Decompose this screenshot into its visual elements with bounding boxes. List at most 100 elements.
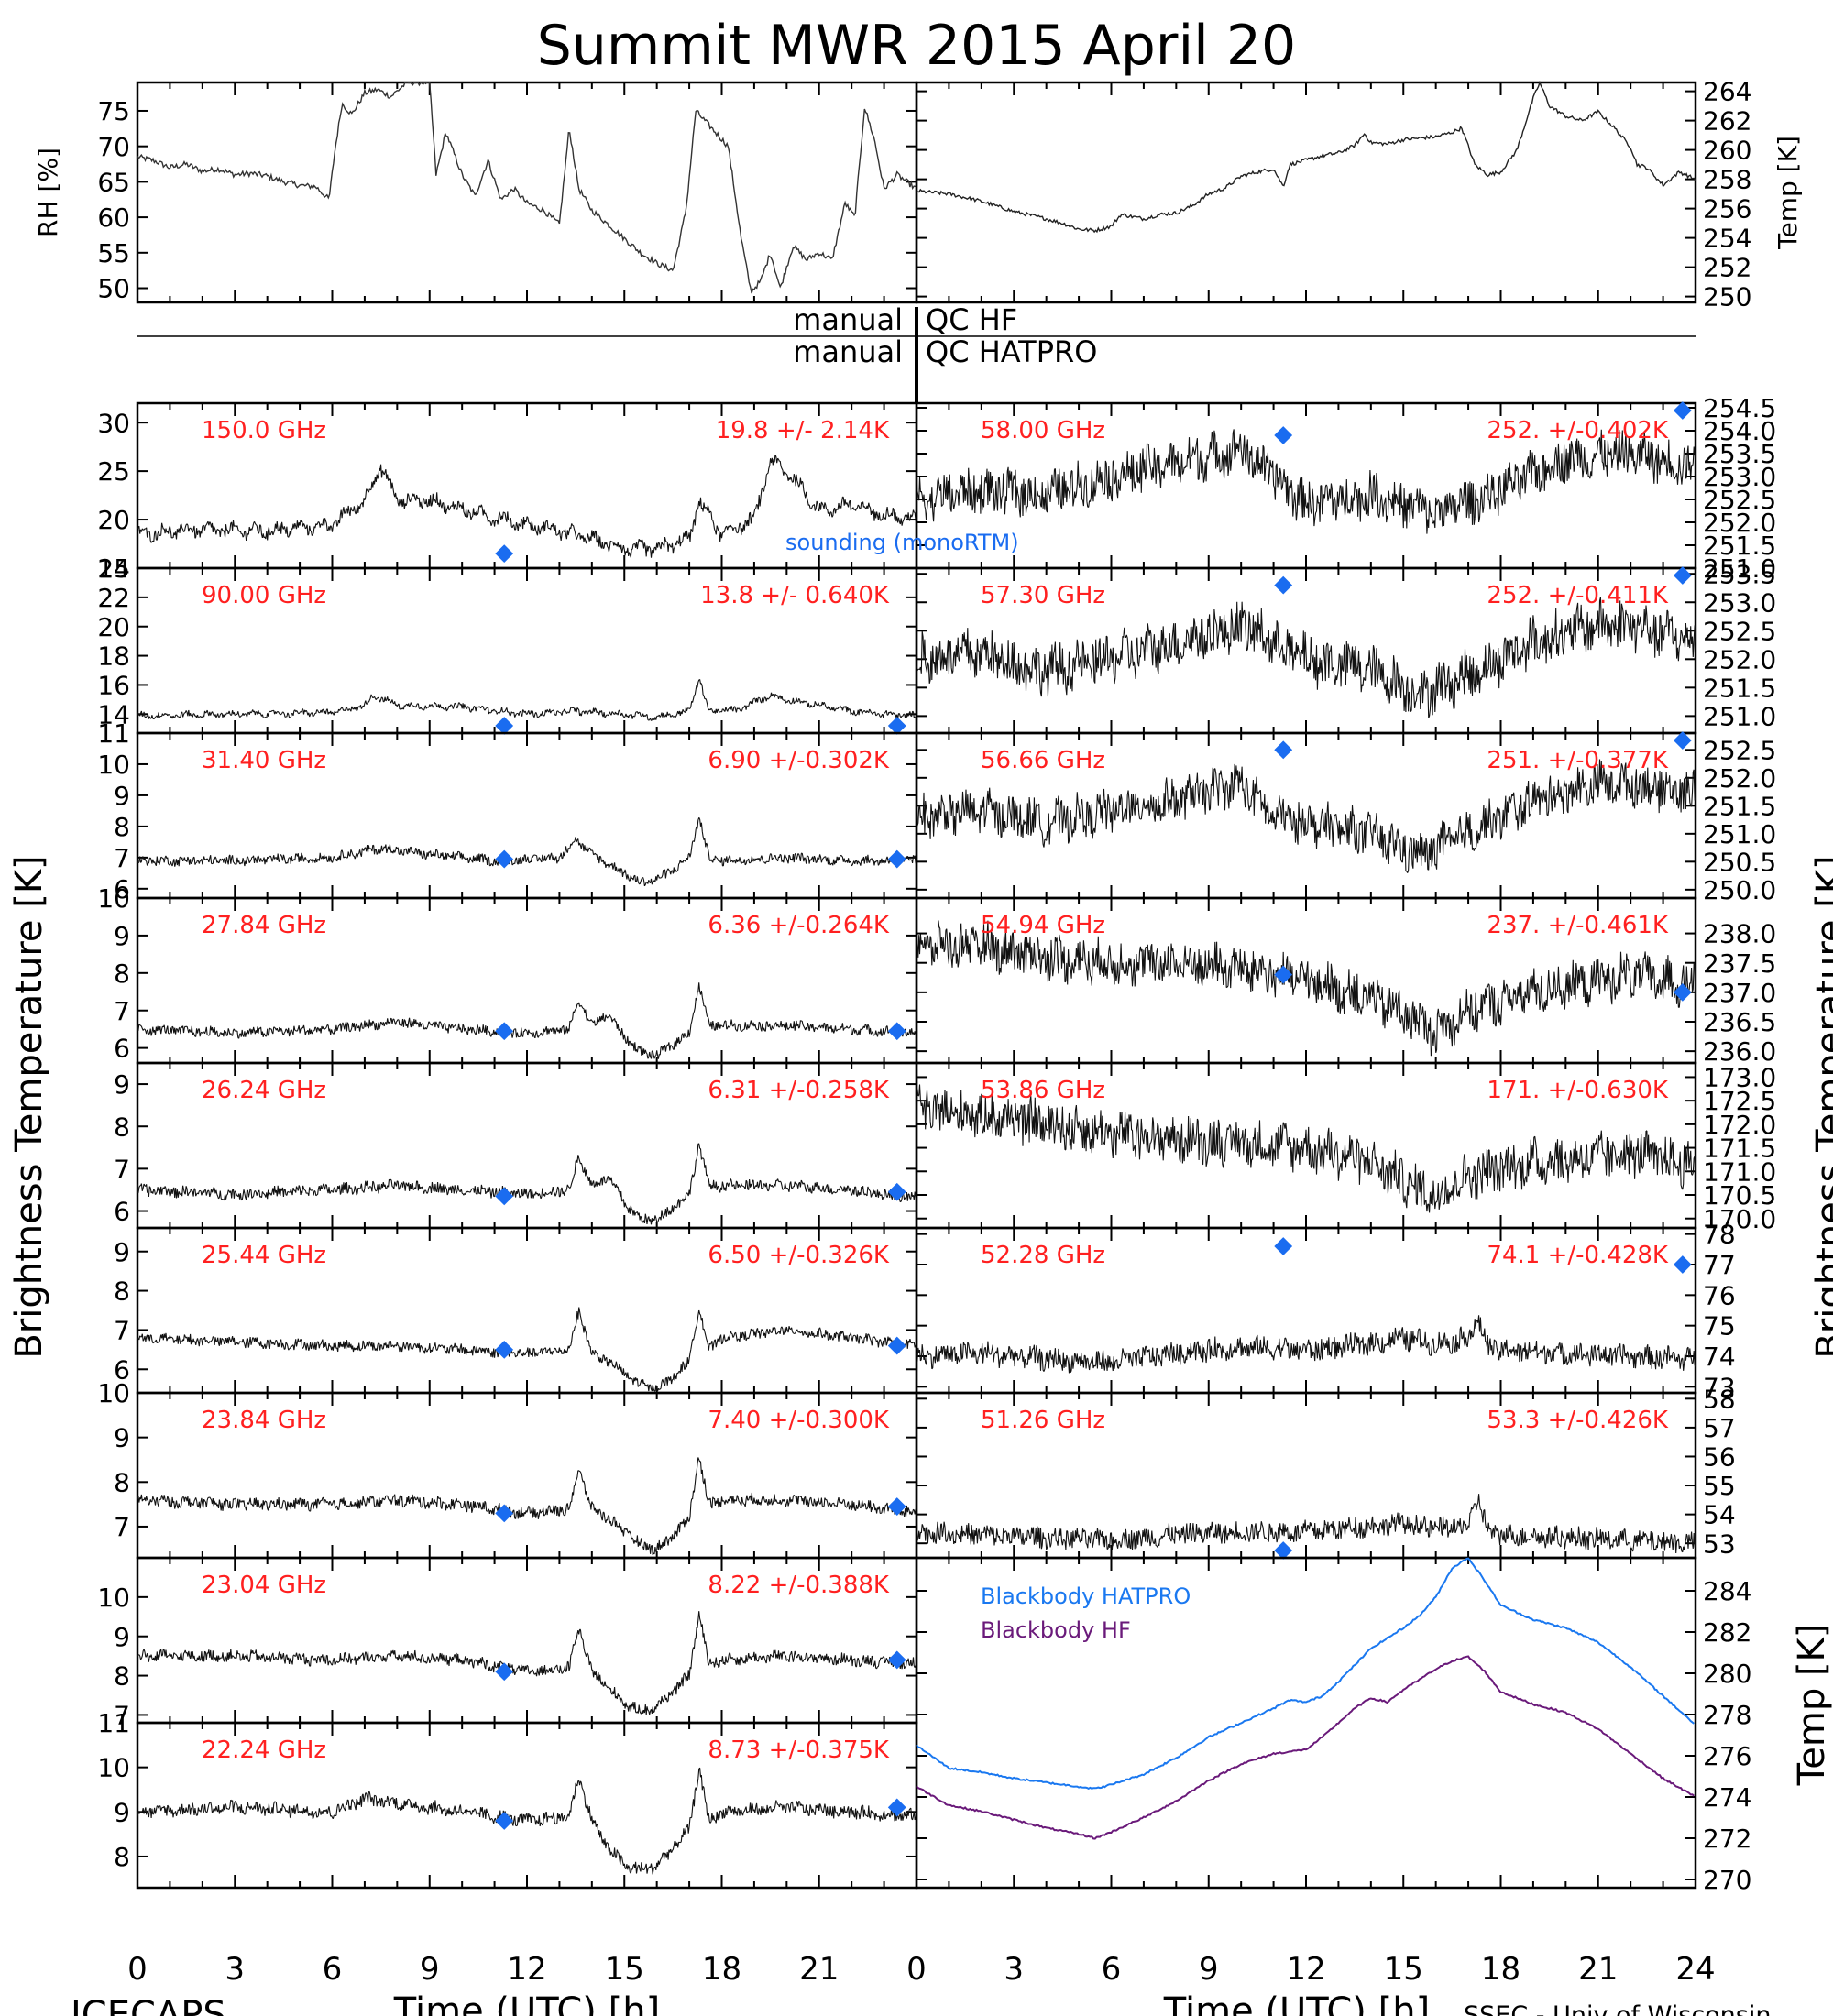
c5126-sounding-marker <box>1274 1541 1293 1560</box>
bb-series-1 <box>916 1655 1695 1840</box>
c2544-sounding-marker <box>887 1336 906 1355</box>
c5666-ytick-label: 252.0 <box>1703 763 1776 794</box>
bb-ytick-label: 272 <box>1703 1824 1751 1854</box>
rh-ytick-label: 75 <box>97 96 130 126</box>
c2384-ytick-label: 7 <box>114 1512 130 1542</box>
rh-line <box>137 81 917 294</box>
c2544-ytick-label: 7 <box>114 1316 130 1346</box>
x-tick-label-left: 12 <box>507 1951 546 1988</box>
c150-freq-label: 150.0 GHz <box>202 417 326 444</box>
c5386-trace <box>916 1084 1696 1213</box>
c90-trace <box>137 678 917 721</box>
c2224-ytick-label: 8 <box>114 1842 130 1872</box>
x-tick-label-right: 12 <box>1286 1951 1325 1988</box>
bb-ytick-label: 276 <box>1703 1741 1751 1771</box>
c2544-ytick-label: 9 <box>114 1237 130 1267</box>
c5228-ytick-label: 75 <box>1703 1311 1736 1342</box>
c5126-stat-label: 53.3 +/-0.426K <box>1487 1407 1669 1434</box>
c2304-stat-label: 8.22 +/-0.388K <box>708 1572 890 1599</box>
c5386-freq-label: 53.86 GHz <box>981 1077 1105 1104</box>
figure-title: Summit MWR 2015 April 20 <box>537 14 1296 78</box>
c2224-ytick-label: 11 <box>97 1708 130 1738</box>
c5386-ytick-label: 171.5 <box>1703 1134 1776 1164</box>
temp-ytick-label: 254 <box>1703 224 1751 254</box>
channel-panel-c2224: 8 9 10 11 22.24 GHz 8.73 +/-0.375K <box>97 1708 918 1890</box>
channel-panel-c5800: 251.0251.5252.0252.5253.0253.5254.0254.5… <box>915 393 1776 584</box>
c5494-trace <box>916 920 1696 1057</box>
c5730-trace <box>916 597 1696 718</box>
bb-ytick-label: 274 <box>1703 1782 1751 1813</box>
c5126-ytick-label: 57 <box>1703 1413 1736 1443</box>
c5228-freq-label: 52.28 GHz <box>981 1242 1105 1269</box>
c5386-ytick-label: 170.5 <box>1703 1180 1776 1211</box>
bb-series-0 <box>916 1557 1695 1791</box>
c2784-sounding-marker <box>887 1022 906 1041</box>
x-tick-label-right: 18 <box>1481 1951 1520 1988</box>
c90-ytick-label: 14 <box>97 699 130 729</box>
temp-ytick-label: 252 <box>1703 253 1751 283</box>
c2624-ytick-label: 8 <box>114 1112 130 1142</box>
c2224-ytick-label: 9 <box>114 1797 130 1827</box>
c5666-sounding-marker <box>1274 740 1293 760</box>
footer-left: ICECAPS <box>71 1994 226 2016</box>
c90-stat-label: 13.8 +/- 0.640K <box>700 582 890 609</box>
c5800-ytick-label: 251.5 <box>1703 531 1776 561</box>
rh-ytick-label: 70 <box>97 132 130 162</box>
c5730-ytick-label: 251.5 <box>1703 673 1776 703</box>
c5386-ytick-label: 171.0 <box>1703 1156 1776 1187</box>
c5730-stat-label: 252. +/-0.411K <box>1487 582 1669 609</box>
temp-frame <box>915 81 1697 304</box>
qc-hf-label-right: QC HF <box>926 302 1017 337</box>
c5666-ytick-label: 252.5 <box>1703 735 1776 765</box>
c90-sounding-marker <box>495 717 514 735</box>
c5494-ytick-label: 238.0 <box>1703 919 1776 949</box>
c2304-sounding-marker <box>495 1662 514 1682</box>
c5228-sounding-marker <box>1274 1237 1293 1255</box>
c5730-ytick-label: 252.0 <box>1703 644 1776 674</box>
c31-sounding-marker <box>887 849 906 869</box>
c5800-ytick-label: 252.0 <box>1703 508 1776 538</box>
c5730-ytick-label: 253.0 <box>1703 587 1776 618</box>
c2624-trace <box>137 1143 917 1225</box>
c5666-ytick-label: 251.0 <box>1703 819 1776 849</box>
temp-ytick-label: 258 <box>1703 165 1751 195</box>
x-tick-label-right: 15 <box>1384 1951 1423 1988</box>
c5494-ytick-label: 236.0 <box>1703 1036 1776 1067</box>
c2304-ytick-label: 10 <box>97 1583 130 1613</box>
c5126-freq-label: 51.26 GHz <box>981 1407 1105 1434</box>
c5228-stat-label: 74.1 +/-0.428K <box>1487 1242 1669 1269</box>
c90-freq-label: 90.00 GHz <box>202 582 326 609</box>
qc-hatpro-label-right: QC HATPRO <box>926 334 1097 369</box>
c5666-trace <box>916 759 1696 873</box>
c5494-stat-label: 237. +/-0.461K <box>1487 912 1669 939</box>
c90-ytick-label: 20 <box>97 612 130 642</box>
xlabel-right: Time (UTC) [h] <box>1163 1990 1430 2016</box>
channel-panel-c2624: 6 7 8 9 26.24 GHz 6.31 +/-0.258K <box>114 1061 918 1230</box>
c90-ytick-label: 24 <box>97 553 130 584</box>
c2784-ytick-label: 8 <box>114 959 130 989</box>
c2624-sounding-marker <box>887 1182 906 1201</box>
c2224-stat-label: 8.73 +/-0.375K <box>708 1737 890 1764</box>
c2784-freq-label: 27.84 GHz <box>202 912 326 939</box>
channel-panel-c2384: 7 8 9 10 23.84 GHz 7.40 +/-0.300K <box>97 1378 918 1560</box>
temp-ytick-label: 264 <box>1703 77 1751 107</box>
c2384-ytick-label: 8 <box>114 1467 130 1497</box>
x-tick-label-left: 21 <box>799 1951 839 1988</box>
c31-ytick-label: 10 <box>97 750 130 780</box>
sounding-legend: sounding (monoRTM) <box>785 530 1019 555</box>
c31-ytick-label: 7 <box>114 843 130 873</box>
left-ylabel: Brightness Temperature [K] <box>8 855 50 1358</box>
c2224-trace <box>137 1767 917 1875</box>
c5494-freq-label: 54.94 GHz <box>981 912 1105 939</box>
x-tick-label-left: 15 <box>605 1951 644 1988</box>
c5494-sounding-marker <box>1274 965 1293 984</box>
rh-ytick-label: 50 <box>97 274 130 304</box>
c5494-ytick-label: 237.5 <box>1703 948 1776 979</box>
c2304-ytick-label: 8 <box>114 1661 130 1692</box>
temp-ytick-label: 262 <box>1703 106 1751 137</box>
x-tick-label-left: 3 <box>225 1951 245 1988</box>
